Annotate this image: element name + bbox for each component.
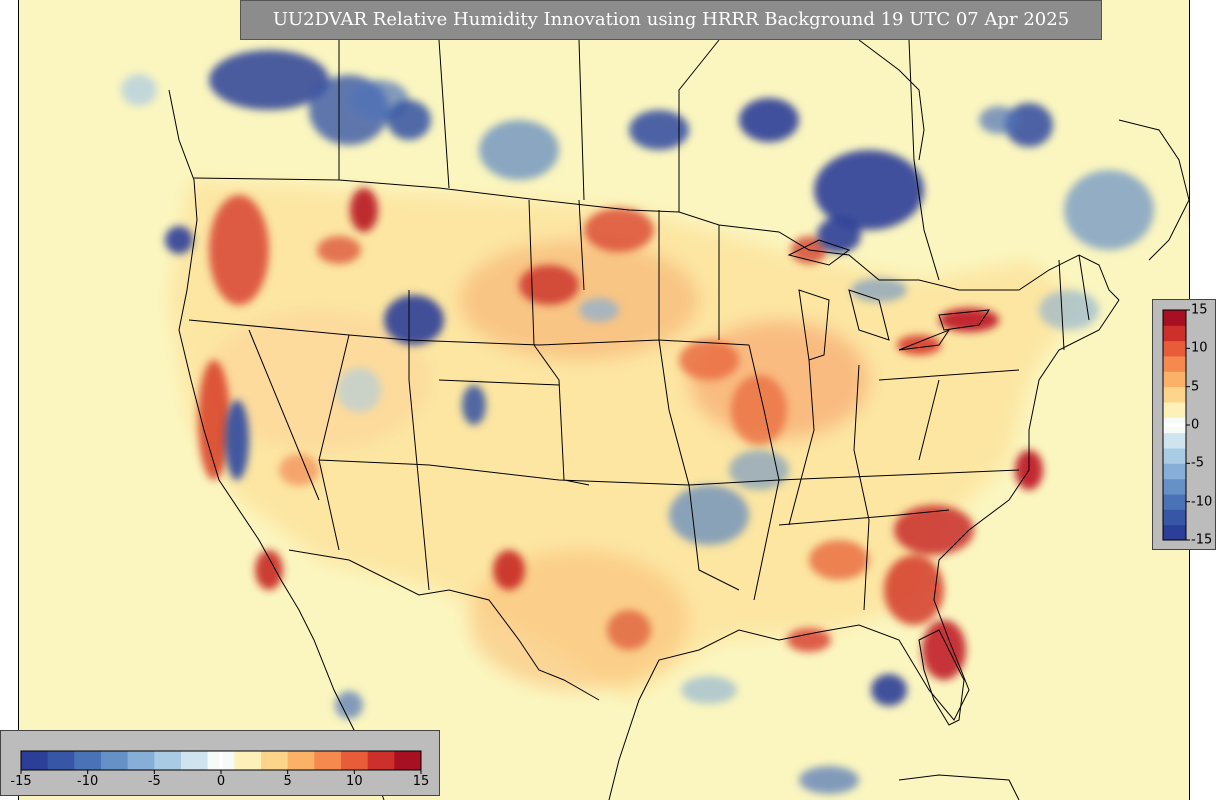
map-panel — [18, 0, 1190, 800]
colorbar-swatch — [1163, 494, 1186, 510]
colorbar-tick-label: -15 — [10, 774, 32, 789]
colorbar-swatch — [74, 751, 102, 770]
colorbar-swatch — [394, 751, 422, 770]
canada-provinces — [338, 0, 940, 281]
colorbar-tick-label: -10 — [1191, 494, 1213, 510]
colorbar-zero-swatch — [1163, 423, 1186, 427]
colorbar-swatch — [1163, 386, 1186, 403]
colorbar-swatch — [154, 751, 182, 770]
dry-anomaly-layer — [198, 188, 1043, 680]
colorbar-tick-label: -15 — [1191, 532, 1213, 548]
colorbar-swatch — [21, 751, 49, 770]
colorbar-swatch — [1163, 432, 1186, 449]
colorbar-swatch — [1163, 371, 1186, 388]
colorbar-swatch — [1163, 325, 1186, 342]
horizontal-colorbar: -15 -10 -5 0 5 10 15 — [0, 730, 440, 796]
colorbar-swatch — [127, 751, 155, 770]
colorbar-zero-swatch — [219, 751, 223, 770]
colorbar-tick-label: -5 — [1191, 455, 1204, 471]
map-title: UU2DVAR Relative Humidity Innovation usi… — [240, 0, 1102, 40]
colorbar-swatch — [1163, 356, 1186, 372]
colorbar-swatch — [314, 751, 342, 770]
colorbar-swatch — [1163, 402, 1186, 418]
colorbar-swatch — [1163, 448, 1186, 464]
colorbar-swatch — [341, 751, 369, 770]
colorbar-tick-label: 15 — [1191, 302, 1208, 318]
us-mexico-border — [288, 549, 600, 701]
colorbar-swatch — [287, 751, 315, 770]
yucatan-coast — [898, 774, 1020, 800]
colorbar-swatch — [367, 751, 395, 770]
atlantic-coastline — [608, 299, 1120, 800]
colorbar-swatch — [1163, 340, 1186, 357]
colorbar-swatch — [47, 751, 75, 770]
colorbar-tick-label: 5 — [283, 774, 292, 789]
colorbar-tick-label: 10 — [346, 774, 363, 789]
vertical-colorbar-scale — [1162, 309, 1190, 541]
boundary-lines — [168, 0, 1189, 800]
colorbar-tick-label: -5 — [147, 774, 161, 789]
great-lakes — [787, 239, 991, 361]
horizontal-colorbar-scale — [20, 750, 422, 774]
colorbar-swatch — [101, 751, 129, 770]
hudson-bay-coast — [858, 39, 925, 161]
colorbar-tick-label: 10 — [1191, 340, 1208, 356]
colorbar-swatch — [181, 751, 209, 770]
colorbar-swatch — [1163, 463, 1186, 480]
colorbar-swatch — [1163, 310, 1186, 326]
colorbar-swatch — [1163, 524, 1186, 541]
colorbar-tick-label: 5 — [1191, 379, 1200, 395]
labrador-coast — [1118, 119, 1189, 261]
colorbar-tick-label: 0 — [1191, 417, 1200, 433]
moist-anomaly-layer — [121, 50, 1154, 794]
colorbar-tick-label: 0 — [216, 774, 226, 789]
colorbar-tick-label: 15 — [412, 774, 430, 789]
colorbar-swatch — [1163, 478, 1186, 495]
innovation-map — [121, 0, 1189, 800]
colorbar-swatch — [234, 751, 262, 770]
pacific-coastline — [168, 89, 385, 800]
colorbar-tick-label: -10 — [77, 774, 99, 789]
florida-outline — [918, 629, 965, 726]
colorbar-swatch — [261, 751, 289, 770]
colorbar-swatch — [1163, 509, 1186, 526]
vertical-colorbar: 15 10 5 0 -5 -10 -15 — [1152, 299, 1216, 550]
state-lines — [188, 199, 1090, 611]
